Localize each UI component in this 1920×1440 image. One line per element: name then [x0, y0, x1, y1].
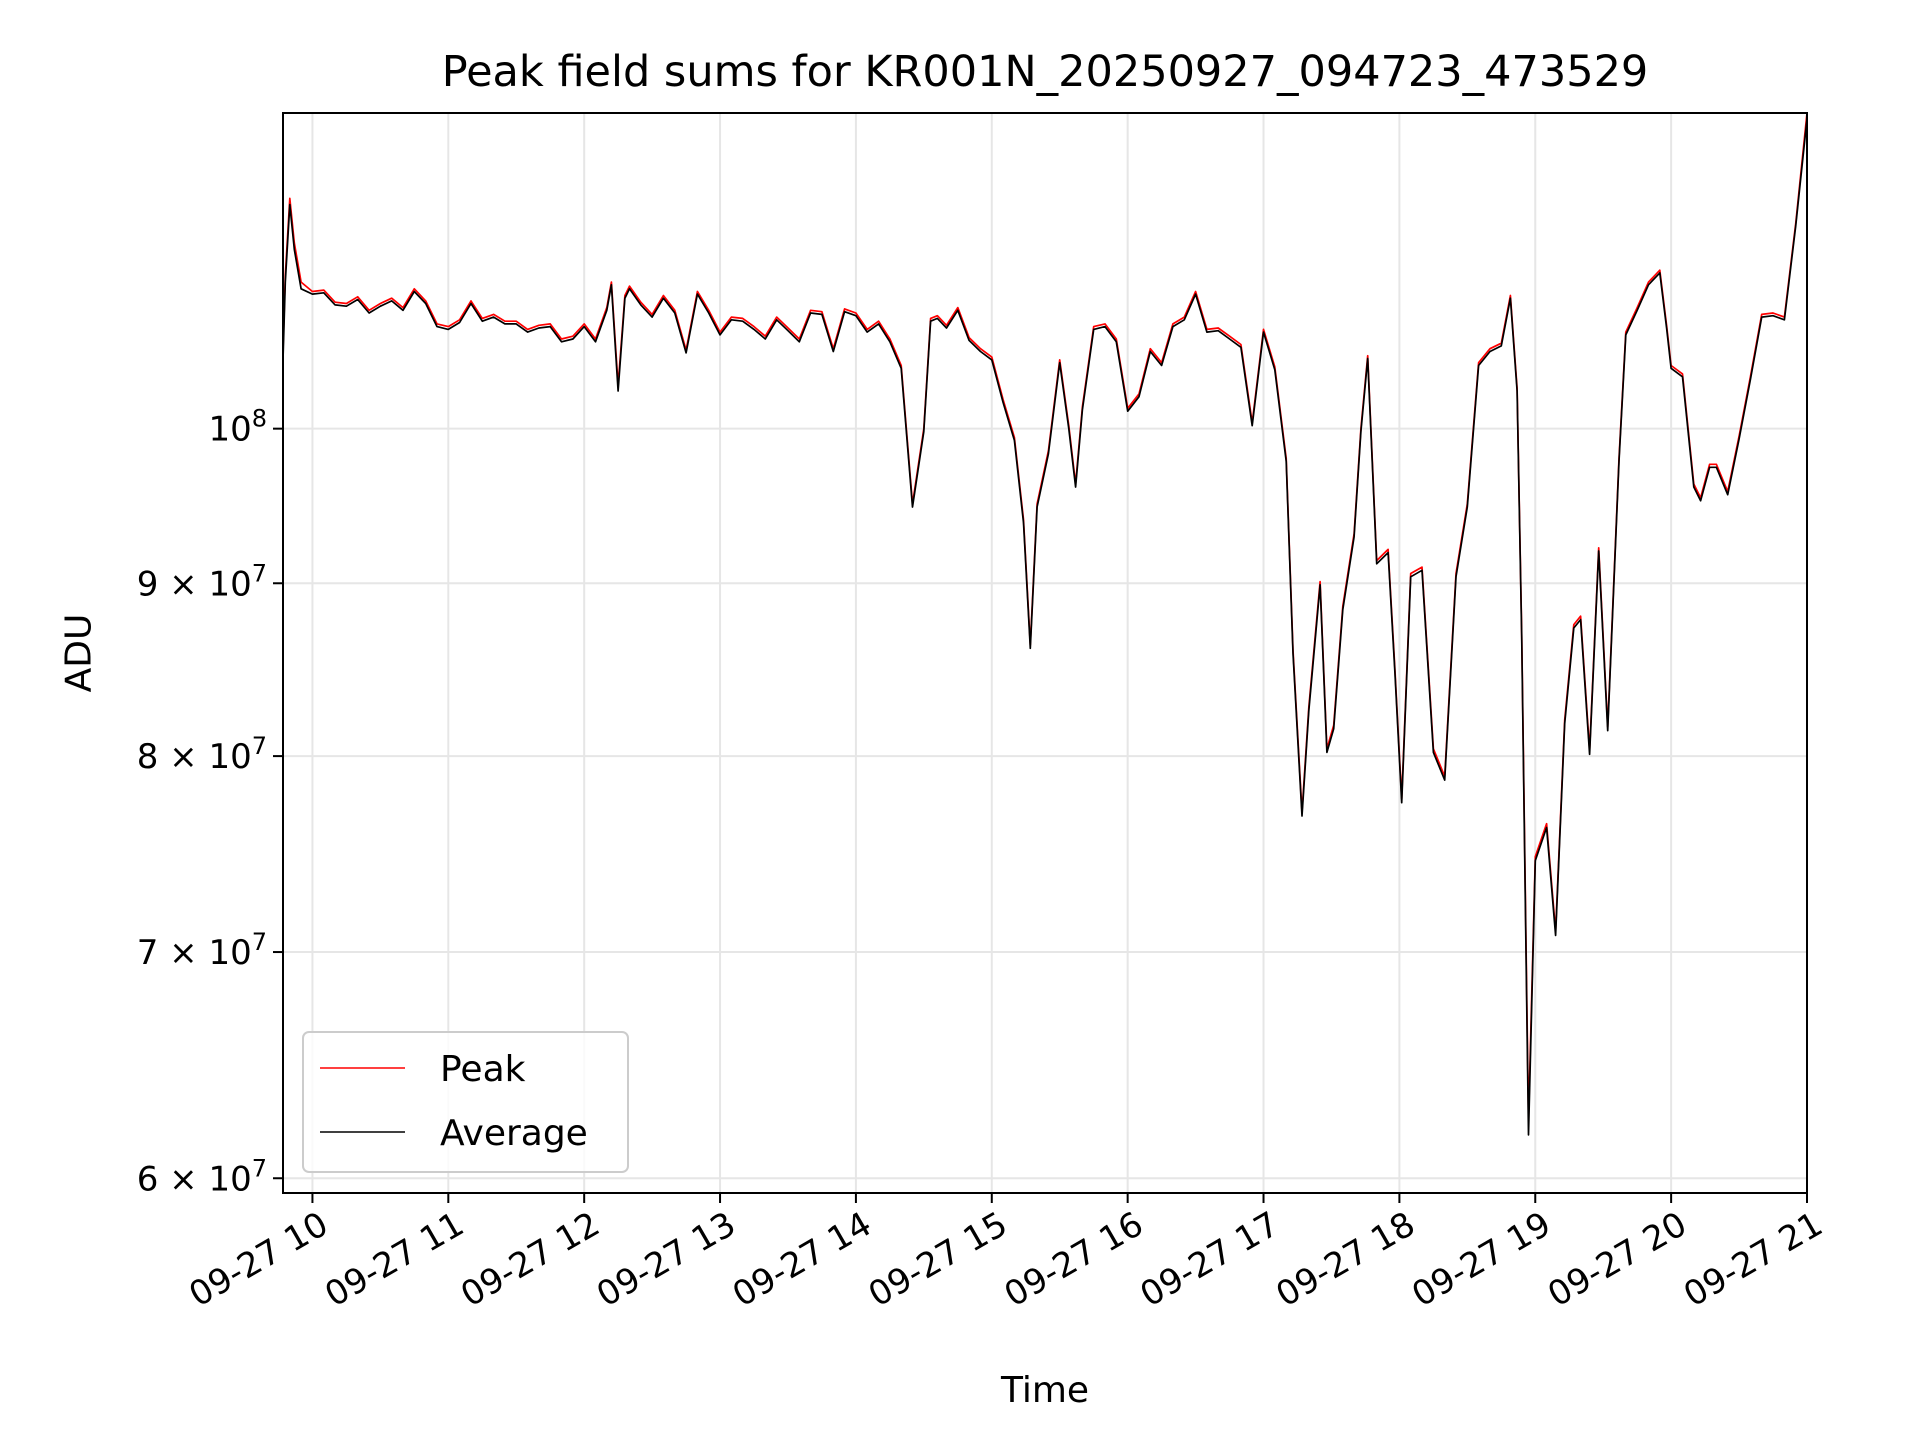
chart-title: Peak field sums for KR001N_20250927_0947…	[442, 47, 1649, 97]
grid	[283, 113, 1808, 1193]
legend-box	[302, 1031, 629, 1173]
plot-frame	[282, 112, 1808, 1194]
y-tick-label: 9 × 107	[137, 559, 267, 604]
series-line-average	[282, 118, 1808, 1136]
legend-label-peak: Peak	[440, 1049, 526, 1090]
y-axis-label: ADU	[59, 614, 100, 693]
y-tick-label: 8 × 107	[137, 732, 267, 777]
legend: Peak Average	[302, 1031, 629, 1173]
x-axis-label: Time	[1000, 1370, 1089, 1411]
y-tick-label: 6 × 107	[137, 1154, 267, 1199]
y-tick-label: 108	[208, 405, 267, 450]
plot-series	[282, 112, 1808, 1136]
y-tick-label: 7 × 107	[137, 928, 267, 973]
legend-label-average: Average	[440, 1113, 588, 1154]
